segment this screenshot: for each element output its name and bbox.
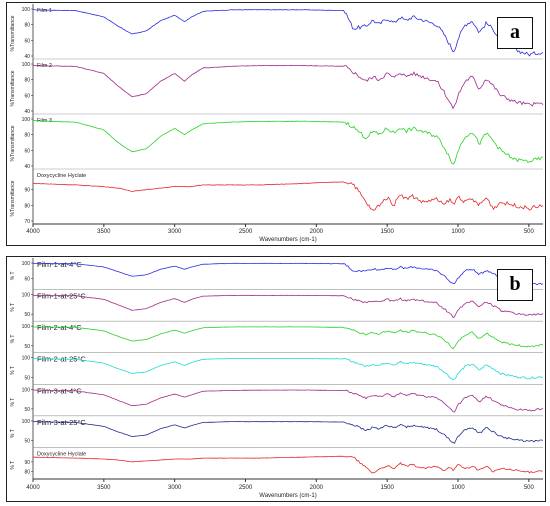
y-axis-label: %Transmittance: [10, 125, 16, 161]
x-tick-label: 2000: [310, 229, 324, 235]
y-axis-label: % T: [10, 461, 16, 470]
x-tick-label: 1500: [380, 485, 394, 491]
y-tick-label: 100: [22, 293, 31, 299]
y-axis-label: % T: [10, 335, 16, 344]
spectrum-line: [32, 455, 544, 474]
y-tick-label: 100: [22, 62, 31, 68]
y-tick-label: 90: [24, 188, 30, 194]
x-tick-label: 3500: [97, 485, 111, 491]
y-axis-label: % T: [10, 303, 16, 312]
y-tick-label: 50: [24, 407, 30, 413]
y-tick-label: 60: [24, 277, 30, 283]
y-tick-label: 80: [24, 78, 30, 84]
x-tick-label: 3000: [168, 229, 182, 235]
y-tick-label: 80: [24, 23, 30, 29]
series-label: Doxycycline Hyclate: [37, 451, 86, 457]
y-tick-label: 70: [24, 219, 30, 225]
y-tick-label: 50: [24, 439, 30, 445]
x-tick-label: 3000: [168, 485, 182, 491]
spectrum-line: [33, 326, 544, 350]
series-label: Doxycycline Hyclate: [37, 173, 86, 179]
y-tick-label: 60: [24, 148, 30, 154]
y-tick-label: 100: [22, 324, 31, 330]
y-tick-label: 40: [24, 54, 30, 60]
y-tick-label: 80: [24, 203, 30, 209]
y-axis-label: %Transmittance: [10, 180, 16, 216]
y-tick-label: 100: [22, 419, 31, 425]
panel-b: 4000 3500 3000 2500 2000 1500 1000 500 Wavenumbe…: [6, 256, 546, 502]
y-tick-label: 40: [24, 109, 30, 115]
x-tick-label: 1000: [451, 485, 465, 491]
y-axis-label: % T: [10, 429, 16, 438]
x-tick-label: 2500: [239, 485, 253, 491]
spectrum-line: [32, 421, 544, 444]
y-tick-label: 100: [22, 356, 31, 362]
y-axis-label: % T: [10, 398, 16, 407]
y-tick-label: 60: [24, 93, 30, 99]
y-tick-label: 60: [24, 38, 30, 44]
spectrum-line: [33, 294, 544, 319]
x-tick-label: 2500: [239, 229, 253, 235]
y-tick-label: 100: [22, 7, 31, 13]
y-tick-label: 100: [22, 387, 31, 393]
y-tick-label: 100: [22, 261, 31, 267]
x-tick-label: 4000: [26, 229, 40, 235]
spectrum-line: [33, 181, 544, 211]
y-axis-label: % T: [10, 366, 16, 375]
series-label: Film 1: [37, 8, 52, 14]
panel-letter-a: a: [497, 17, 533, 49]
y-axis-label: % T: [10, 271, 16, 280]
x-tick-label: 500: [524, 229, 535, 235]
spectrum-line: [32, 262, 544, 287]
series-label: Film-2-at-4°C: [37, 323, 82, 332]
panel-a: 4000 3500 3000 2500 2000 1500 1000 500 Wavenumbe…: [6, 2, 546, 246]
spectrum-line: [32, 120, 544, 165]
series-label: Film-1-at-4°C: [37, 260, 82, 269]
y-axis-label: %Transmittance: [10, 70, 16, 106]
ftir-chart-b: 4000 3500 3000 2500 2000 1500 1000 500 Wavenumbe…: [10, 258, 544, 499]
y-tick-label: 50: [24, 375, 30, 381]
y-tick-label: 90: [24, 460, 30, 466]
y-tick-label: 100: [22, 117, 31, 123]
y-tick-label: 50: [24, 312, 30, 318]
x-tick-label: 4000: [26, 485, 40, 491]
x-tick-label: 2000: [310, 485, 324, 491]
x-tick-label: 500: [524, 485, 535, 491]
ftir-chart-a: 4000 3500 3000 2500 2000 1500 1000 500 Wavenumbe…: [10, 4, 544, 243]
y-tick-label: 80: [24, 133, 30, 139]
x-tick-label: 3500: [97, 229, 111, 235]
x-axis-label: Wavenumbers (cm-1): [259, 237, 316, 243]
spectrum-line: [33, 389, 544, 413]
y-tick-label: 80: [24, 469, 30, 475]
y-tick-label: 40: [24, 164, 30, 170]
spectrum-line: [33, 9, 544, 57]
x-tick-label: 1000: [451, 229, 465, 235]
panel-letter-b: b: [497, 269, 533, 301]
x-axis-label: Wavenumbers (cm-1): [259, 493, 316, 499]
spectrum-line: [32, 357, 544, 381]
spectrum-line: [32, 64, 544, 110]
x-tick-label: 1500: [380, 229, 394, 235]
y-tick-label: 50: [24, 344, 30, 350]
y-axis-label: %Transmittance: [10, 15, 16, 51]
